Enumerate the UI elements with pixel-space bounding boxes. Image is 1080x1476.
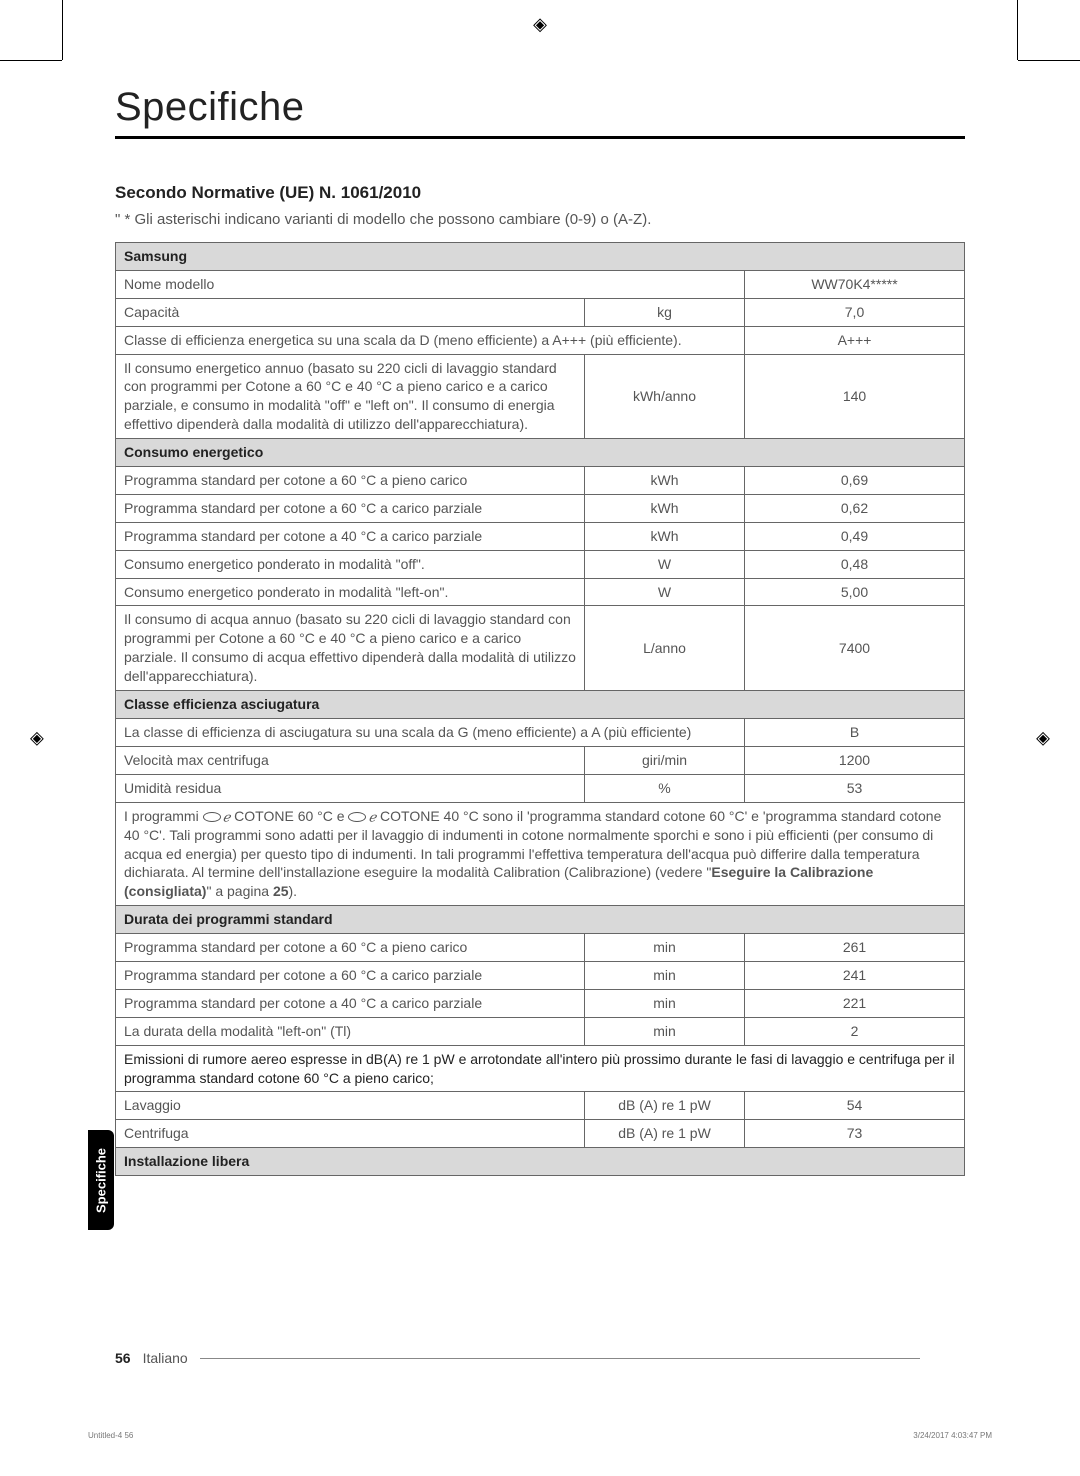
programs-note: I programmi ℯ COTONE 60 °C e ℯ COTONE 40… [116,802,965,906]
spin-speed-unit: giri/min [585,746,745,774]
humidity-value: 53 [745,774,965,802]
lefton-duration-value: 2 [745,1017,965,1045]
spin-speed-value: 1200 [745,746,965,774]
annual-energy-value: 140 [745,354,965,439]
water-unit: L/anno [585,606,745,691]
footer-rule [200,1358,920,1359]
footer-language: Italiano [143,1350,188,1366]
specifications-table: Samsung Nome modello WW70K4***** Capacit… [115,242,965,1176]
imprint-right: 3/24/2017 4:03:47 PM [913,1431,992,1440]
table-row-label: Programma standard per cotone a 60 °C a … [116,494,585,522]
table-row-unit: kWh [585,494,745,522]
efficiency-class-value: A+++ [745,326,965,354]
wash-noise-label: Lavaggio [116,1092,585,1120]
crop-mark [1018,60,1080,61]
table-row-value: 261 [745,934,965,962]
table-row-value: 241 [745,962,965,990]
imprint-left: Untitled-4 56 [88,1431,133,1440]
spin-class-label: La classe di efficienza di asciugatura s… [116,718,745,746]
crop-mark [1017,0,1018,60]
registration-mark-icon: ◈ [30,728,44,749]
title-rule [115,136,965,139]
table-row-unit: W [585,550,745,578]
capacity-unit: kg [585,298,745,326]
page-content: Specifiche Secondo Normative (UE) N. 106… [115,85,965,1176]
table-row-unit: W [585,578,745,606]
spin-class-value: B [745,718,965,746]
table-row-value: 0,49 [745,522,965,550]
page-footer: 56 Italiano [115,1350,920,1366]
table-row-value: 0,62 [745,494,965,522]
lefton-duration-label: La durata della modalità "left-on" (Tl) [116,1017,585,1045]
table-row-label: Consumo energetico ponderato in modalità… [116,550,585,578]
efficiency-class-label: Classe di efficienza energetica su una s… [116,326,745,354]
page-title: Specifiche [115,85,965,130]
asterisk-note: " * Gli asterischi indicano varianti di … [115,211,965,228]
programs-note-text: ). [289,883,298,899]
spin-noise-value: 73 [745,1120,965,1148]
energy-section-header: Consumo energetico [116,439,965,467]
registration-mark-icon: ◈ [1036,728,1050,749]
table-row-label: Programma standard per cotone a 60 °C a … [116,962,585,990]
capacity-label: Capacità [116,298,585,326]
programs-note-text: I programmi [124,808,203,824]
installation-header: Installazione libera [116,1148,965,1176]
spin-section-header: Classe efficienza asciugatura [116,691,965,719]
spin-noise-label: Centrifuga [116,1120,585,1148]
crop-mark [62,0,63,60]
wash-noise-unit: dB (A) re 1 pW [585,1092,745,1120]
table-row-unit: kWh [585,522,745,550]
table-row-label: Programma standard per cotone a 60 °C a … [116,934,585,962]
capacity-value: 7,0 [745,298,965,326]
humidity-unit: % [585,774,745,802]
duration-section-header: Durata dei programmi standard [116,906,965,934]
water-label: Il consumo di acqua annuo (basato su 220… [116,606,585,691]
programs-note-text: " a pagina [206,883,272,899]
table-row-value: 5,00 [745,578,965,606]
humidity-label: Umidità residua [116,774,585,802]
table-row-value: 221 [745,989,965,1017]
table-row-label: Consumo energetico ponderato in modalità… [116,578,585,606]
spin-speed-label: Velocità max centrifuga [116,746,585,774]
eco-icon: ℯ [223,809,231,824]
model-value: WW70K4***** [745,270,965,298]
noise-note: Emissioni di rumore aereo espresse in dB… [116,1045,965,1092]
table-row-unit: min [585,962,745,990]
spin-noise-unit: dB (A) re 1 pW [585,1120,745,1148]
table-row-label: Programma standard per cotone a 40 °C a … [116,522,585,550]
program-oval-icon [203,812,221,822]
annual-energy-unit: kWh/anno [585,354,745,439]
registration-mark-icon: ◈ [533,14,547,35]
table-row-unit: kWh [585,467,745,495]
water-value: 7400 [745,606,965,691]
section-subtitle: Secondo Normative (UE) N. 1061/2010 [115,183,965,203]
side-tab: Specifiche [88,1130,114,1230]
programs-note-page: 25 [273,883,289,899]
annual-energy-label: Il consumo energetico annuo (basato su 2… [116,354,585,439]
program-oval-icon [348,812,366,822]
programs-note-text: COTONE 60 °C e [234,808,348,824]
lefton-duration-unit: min [585,1017,745,1045]
table-row-unit: min [585,934,745,962]
brand-header: Samsung [116,243,965,271]
table-row-value: 0,69 [745,467,965,495]
table-row-unit: min [585,989,745,1017]
table-row-label: Programma standard per cotone a 40 °C a … [116,989,585,1017]
model-label: Nome modello [116,270,745,298]
crop-mark [0,60,62,61]
wash-noise-value: 54 [745,1092,965,1120]
eco-icon: ℯ [368,809,376,824]
table-row-value: 0,48 [745,550,965,578]
page-number: 56 [115,1350,131,1366]
table-row-label: Programma standard per cotone a 60 °C a … [116,467,585,495]
